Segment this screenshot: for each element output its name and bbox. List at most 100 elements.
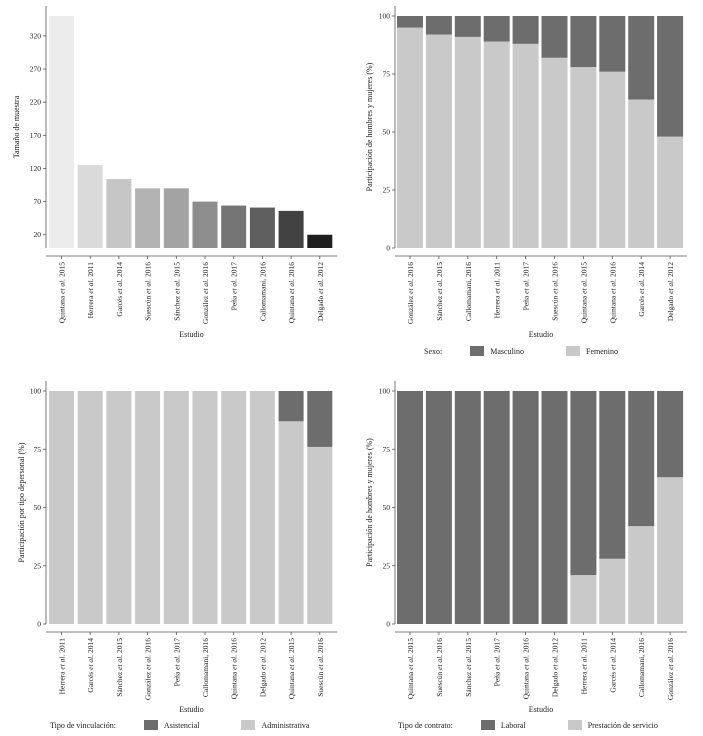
x-tick-label: Quintana et al. 2015 — [58, 262, 67, 324]
x-axis-title: Estudio — [179, 705, 203, 714]
y-tick-label: 100 — [379, 387, 391, 396]
x-tick-label: González et al. 2016 — [201, 262, 210, 324]
bar-callomamani-2016 — [249, 207, 275, 248]
y-axis-title: Participación de hombres y mujeres (%) — [365, 62, 374, 191]
bar-gonzalez-et-al-2016 — [192, 201, 218, 248]
y-tick-label: 75 — [383, 445, 391, 454]
bar-femenino-pena-et-al-2017 — [512, 43, 539, 249]
legend-item-laboral: Laboral — [480, 720, 526, 730]
x-tick-label: Sánchez et al. 2015 — [464, 638, 473, 697]
x-tick-label: Sánchez et al. 2015 — [115, 638, 124, 697]
bar-herrera-et-al-2011 — [77, 165, 103, 248]
y-tick-label: 20 — [34, 230, 42, 239]
bar-laboral-herrera-et-al-2011 — [570, 391, 597, 576]
bar-administrativa-callomamani-2016 — [192, 391, 218, 624]
y-tick-label: 100 — [30, 387, 42, 396]
x-tick-label: Quintana et al. 2016 — [230, 638, 239, 700]
x-tick-label: Herrera et al. 2011 — [579, 638, 588, 695]
legend-swatch — [567, 720, 582, 730]
legend-title: Tipo de vinculación: — [50, 720, 116, 730]
x-tick-label: González et al. 2016 — [406, 262, 415, 324]
bar-laboral-pena-et-al-2017 — [483, 391, 510, 624]
legend-vinculacion: Tipo de vinculación: Asistencial Adminis… — [50, 720, 351, 730]
x-axis-title: Estudio — [529, 330, 553, 339]
legend-item-asistencial: Asistencial — [143, 720, 200, 730]
x-tick-label: González et al. 2016 — [144, 638, 153, 700]
bar-administrativa-quintana-et-al-2015 — [278, 421, 304, 624]
bar-delgado-et-al-2012 — [307, 234, 333, 248]
x-tick-label: Herrera et al. 2011 — [58, 638, 67, 695]
bar-masculino-quintana-et-al-2016 — [599, 16, 626, 72]
bar-masculino-garces-et-al-2014 — [628, 16, 655, 100]
legend-label: Prestación de servicio — [587, 720, 658, 730]
bar-femenino-herrera-et-al-2011 — [483, 41, 510, 248]
bar-laboral-quintana-et-al-2015 — [397, 391, 423, 624]
x-tick-label: Herrera et al. 2011 — [86, 262, 95, 319]
bar-laboral-suescun-et-al-2016 — [425, 391, 452, 624]
y-tick-label: 0 — [37, 620, 41, 629]
bar-masculino-gonzalez-et-al-2016 — [397, 16, 423, 28]
x-axis-title: Estudio — [529, 705, 553, 714]
x-tick-label: Delgado et al. 2012 — [666, 262, 675, 321]
x-tick-label: Sánchez et al. 2015 — [435, 262, 444, 321]
legend-label: Laboral — [500, 720, 526, 730]
x-tick-label: Delgado et al. 2012 — [316, 262, 325, 321]
y-tick-label: 270 — [30, 65, 42, 74]
x-tick-label: Peña et al. 2017 — [230, 262, 239, 311]
legend-swatch — [480, 720, 495, 730]
legend-swatch — [566, 346, 581, 356]
legend-label: Masculino — [490, 346, 525, 356]
x-tick-label: Garcés et al. 2014 — [115, 262, 124, 317]
legend-title: Sexo: — [424, 346, 443, 356]
y-tick-label: 25 — [383, 561, 391, 570]
x-tick-label: Delgado et al. 2012 — [258, 638, 267, 697]
bar-femenino-callomamani-2016 — [454, 36, 481, 248]
bar-quintana-et-al-2015 — [49, 16, 74, 248]
y-tick-label: 50 — [383, 128, 391, 137]
x-tick-label: Suescún et al. 2016 — [435, 638, 444, 697]
x-tick-label: Peña et al. 2017 — [172, 638, 181, 687]
x-tick-label: Callomamani, 2016 — [464, 262, 473, 321]
bar-femenino-garces-et-al-2014 — [628, 99, 655, 249]
x-tick-label: Quintana et al. 2015 — [406, 638, 415, 700]
bar-administrativa-gonzalez-et-al-2016 — [135, 391, 161, 624]
x-tick-label: Callomamani, 2016 — [637, 638, 646, 697]
y-tick-label: 320 — [30, 31, 42, 40]
y-tick-label: 120 — [30, 164, 42, 173]
legend-item-administrativa: Administrativa — [241, 720, 309, 730]
legend-contrato: Tipo de contrato: Laboral Prestación de … — [398, 720, 700, 730]
bar-masculino-sanchez-et-al-2015 — [425, 16, 452, 35]
x-tick-label: Peña et al. 2017 — [522, 262, 531, 311]
bar-masculino-herrera-et-al-2011 — [483, 16, 510, 42]
y-tick-label: 75 — [383, 70, 391, 79]
bar-garces-et-al-2014 — [106, 179, 132, 248]
legend-label: Asistencial — [163, 720, 200, 730]
x-tick-label: Quintana et al. 2015 — [579, 262, 588, 324]
bar-masculino-quintana-et-al-2015 — [570, 16, 597, 68]
x-tick-label: Quintana et al. 2016 — [522, 638, 531, 700]
x-tick-label: Delgado et al. 2012 — [551, 638, 560, 697]
bar-administrativa-pena-et-al-2017 — [163, 391, 189, 624]
bar-femenino-quintana-et-al-2015 — [570, 67, 597, 248]
x-tick-label: Suescún et al. 2016 — [316, 638, 325, 697]
x-tick-label: Garcés et al. 2014 — [86, 638, 95, 693]
bar-asistencial-quintana-et-al-2015 — [278, 391, 304, 422]
y-tick-label: 75 — [34, 445, 42, 454]
bar-administrativa-suescun-et-al-2016 — [307, 446, 333, 624]
y-tick-label: 25 — [383, 186, 391, 195]
x-tick-label: Callomamani, 2016 — [258, 262, 267, 321]
bar-laboral-garces-et-al-2014 — [599, 391, 626, 559]
bar-femenino-sanchez-et-al-2015 — [425, 34, 452, 249]
bar-femenino-suescun-et-al-2016 — [541, 57, 568, 249]
y-tick-label: 170 — [30, 131, 42, 140]
y-tick-label: 0 — [386, 620, 390, 629]
y-tick-label: 25 — [34, 561, 42, 570]
x-tick-label: Quintana et al. 2016 — [608, 262, 617, 324]
legend-item-prestacion: Prestación de servicio — [567, 720, 658, 730]
bar-femenino-gonzalez-et-al-2016 — [397, 27, 423, 248]
bar-administrativa-herrera-et-al-2011 — [49, 391, 74, 624]
y-axis-title: Participación de hombres y mujeres (%) — [365, 438, 374, 567]
bar-laboral-delgado-et-al-2012 — [541, 391, 568, 624]
bar-femenino-quintana-et-al-2016 — [599, 71, 626, 249]
bar-masculino-suescun-et-al-2016 — [541, 16, 568, 58]
